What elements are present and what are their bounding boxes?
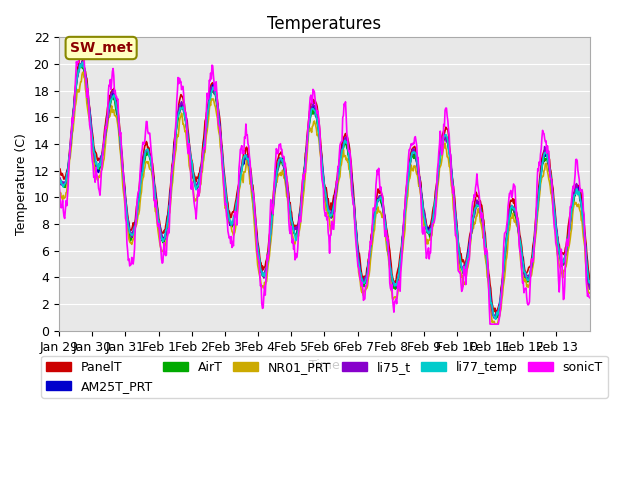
AM25T_PRT <box>242 152 250 158</box>
PanelT <box>118 152 126 157</box>
li77_temp <box>216 125 223 131</box>
PanelT <box>55 170 63 176</box>
li75_t <box>55 177 63 182</box>
Legend: PanelT, AM25T_PRT, AirT, NR01_PRT, li75_t, li77_temp, sonicT: PanelT, AM25T_PRT, AirT, NR01_PRT, li75_… <box>41 356 608 398</box>
PanelT <box>410 144 417 150</box>
AM25T_PRT <box>586 282 593 288</box>
AM25T_PRT <box>262 269 270 275</box>
sonicT <box>586 295 593 300</box>
li77_temp <box>79 59 86 65</box>
AirT <box>55 179 63 184</box>
NR01_PRT <box>380 215 387 221</box>
Text: SW_met: SW_met <box>70 41 132 55</box>
sonicT <box>380 209 387 215</box>
li77_temp <box>118 158 126 164</box>
Line: li77_temp: li77_temp <box>59 62 589 319</box>
li75_t <box>118 160 126 166</box>
li75_t <box>216 120 223 126</box>
Line: AM25T_PRT: AM25T_PRT <box>59 64 589 319</box>
li75_t <box>490 315 498 321</box>
sonicT <box>242 121 250 127</box>
li77_temp <box>380 208 387 214</box>
sonicT <box>55 180 63 186</box>
li77_temp <box>586 280 593 286</box>
Line: li75_t: li75_t <box>59 61 589 318</box>
NR01_PRT <box>410 168 417 174</box>
AirT <box>242 153 250 159</box>
PanelT <box>380 205 387 211</box>
sonicT <box>262 276 270 282</box>
Y-axis label: Temperature (C): Temperature (C) <box>15 133 28 235</box>
NR01_PRT <box>586 290 593 296</box>
X-axis label: Time: Time <box>309 359 340 372</box>
NR01_PRT <box>55 186 63 192</box>
AirT <box>410 152 417 158</box>
PanelT <box>586 276 593 282</box>
PanelT <box>492 311 500 317</box>
PanelT <box>242 145 250 151</box>
AirT <box>262 267 270 273</box>
AirT <box>380 210 387 216</box>
AM25T_PRT <box>380 212 387 218</box>
li77_temp <box>492 316 499 322</box>
AM25T_PRT <box>118 160 126 166</box>
AirT <box>118 161 126 167</box>
AM25T_PRT <box>492 316 500 322</box>
li77_temp <box>55 180 63 185</box>
li75_t <box>262 267 270 273</box>
sonicT <box>486 321 494 327</box>
sonicT <box>118 158 126 164</box>
NR01_PRT <box>79 70 86 75</box>
AM25T_PRT <box>216 121 223 127</box>
AM25T_PRT <box>410 149 417 155</box>
li77_temp <box>242 152 250 158</box>
li77_temp <box>410 149 417 155</box>
PanelT <box>216 115 223 120</box>
AM25T_PRT <box>77 61 85 67</box>
PanelT <box>77 52 85 58</box>
li75_t <box>410 150 417 156</box>
li77_temp <box>262 269 270 275</box>
sonicT <box>77 39 84 45</box>
Title: Temperatures: Temperatures <box>268 15 381 33</box>
PanelT <box>262 259 270 264</box>
li75_t <box>242 153 250 159</box>
sonicT <box>216 124 223 130</box>
NR01_PRT <box>242 164 250 170</box>
NR01_PRT <box>118 172 126 178</box>
NR01_PRT <box>216 132 223 138</box>
li75_t <box>380 204 387 210</box>
AM25T_PRT <box>55 176 63 181</box>
NR01_PRT <box>491 321 499 327</box>
Line: NR01_PRT: NR01_PRT <box>59 72 589 324</box>
NR01_PRT <box>262 280 270 286</box>
AirT <box>216 127 223 132</box>
Line: PanelT: PanelT <box>59 55 589 314</box>
li75_t <box>78 58 86 64</box>
Line: AirT: AirT <box>59 64 589 318</box>
AirT <box>586 286 593 292</box>
AirT <box>492 315 500 321</box>
sonicT <box>410 140 417 146</box>
Line: sonicT: sonicT <box>59 42 589 324</box>
li75_t <box>586 286 593 291</box>
AirT <box>77 61 84 67</box>
